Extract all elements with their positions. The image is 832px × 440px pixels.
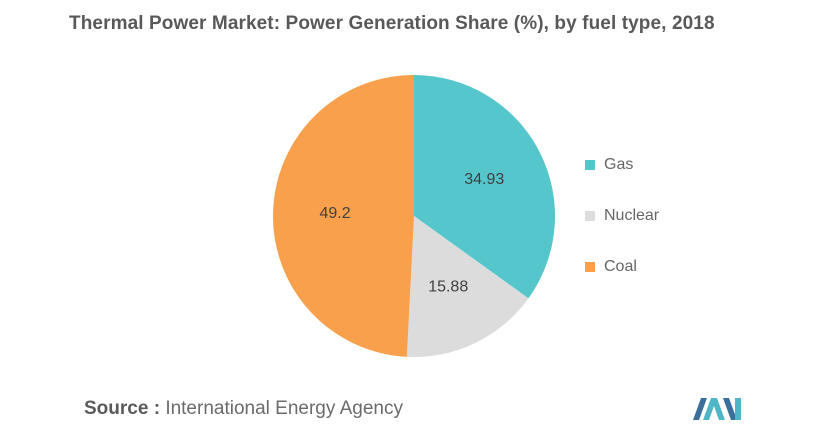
legend-swatch-gas bbox=[585, 160, 595, 170]
pie-chart: 34.93 15.88 49.2 bbox=[273, 75, 555, 357]
mordor-intelligence-logo-icon bbox=[693, 398, 741, 420]
legend-item-gas: Gas bbox=[585, 154, 659, 176]
chart-legend: Gas Nuclear Coal bbox=[585, 154, 659, 307]
source-line: Source : International Energy Agency bbox=[84, 398, 403, 420]
source-prefix: Source : bbox=[84, 398, 161, 419]
legend-item-coal: Coal bbox=[585, 256, 659, 278]
pie-slice-coal bbox=[273, 75, 414, 357]
legend-label-gas: Gas bbox=[604, 156, 634, 173]
pie-slice-gas bbox=[414, 75, 555, 299]
chart-title: Thermal Power Market: Power Generation S… bbox=[69, 13, 715, 34]
data-label-nuclear: 15.88 bbox=[428, 278, 468, 295]
pie-slice-nuclear bbox=[406, 216, 529, 357]
legend-label-coal: Coal bbox=[604, 258, 637, 275]
source-text: International Energy Agency bbox=[165, 398, 403, 419]
logo-shape-right bbox=[723, 398, 737, 420]
logo-shape-tail bbox=[735, 398, 741, 420]
logo-shape-mid bbox=[703, 398, 725, 420]
legend-label-nuclear: Nuclear bbox=[604, 207, 660, 224]
legend-item-nuclear: Nuclear bbox=[585, 205, 659, 227]
data-label-gas: 34.93 bbox=[464, 171, 504, 188]
legend-swatch-nuclear bbox=[585, 211, 595, 221]
legend-swatch-coal bbox=[585, 262, 595, 272]
data-label-coal: 49.2 bbox=[319, 205, 350, 222]
logo-shape-left bbox=[693, 398, 707, 420]
